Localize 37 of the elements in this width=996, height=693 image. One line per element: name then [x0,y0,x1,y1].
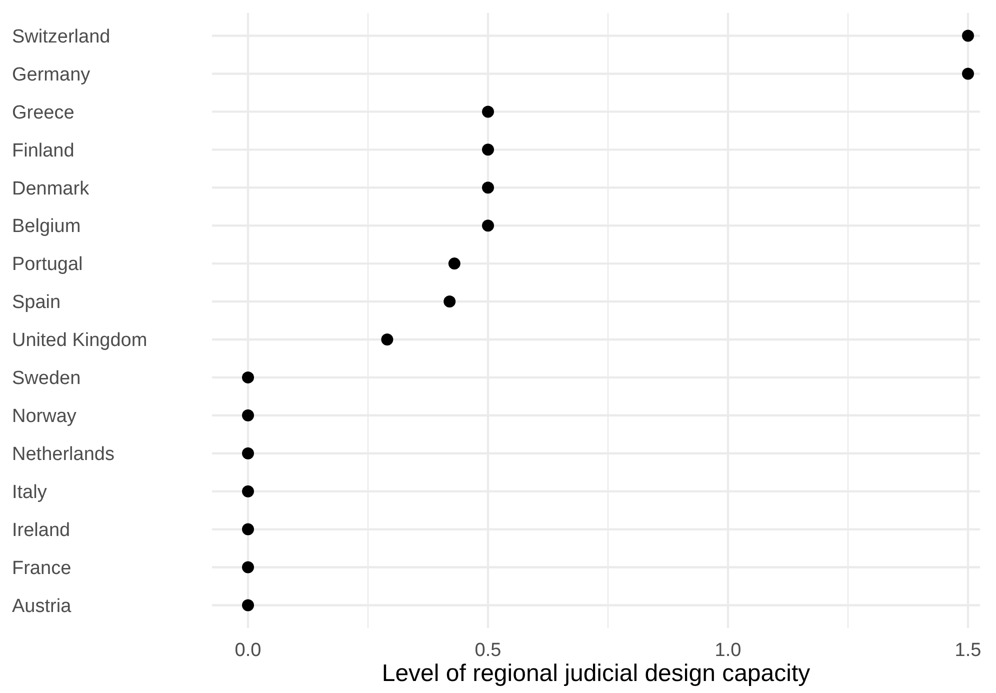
point [448,258,460,270]
y-tick-label: Sweden [12,368,81,390]
point [242,447,254,460]
point [242,409,254,422]
y-tick-label: Switzerland [12,26,110,48]
point [242,485,254,498]
y-tick-label: France [12,558,72,579]
y-tick-label: Netherlands [12,444,114,466]
point [242,599,254,612]
x-tick-label: 1.5 [954,640,982,661]
x-axis-title: Level of regional judicial design capacity [382,660,810,687]
point [242,561,254,574]
y-tick-label: Austria [12,596,72,617]
x-tick-label: 0.5 [474,640,502,661]
point [482,220,494,232]
point [962,68,974,80]
x-tick-label: 1.0 [714,640,742,661]
y-tick-label: United Kingdom [12,330,148,352]
point [482,144,494,156]
y-tick-label: Italy [12,482,48,503]
point [444,296,456,308]
point [962,30,974,42]
y-tick-label: Finland [12,140,74,162]
point [242,371,254,384]
y-tick-label: Spain [12,292,61,314]
point [381,333,394,346]
y-tick-label: Belgium [12,216,81,238]
y-tick-label: Ireland [12,520,70,541]
point [482,106,494,118]
y-tick-label: Greece [12,102,74,124]
point [242,523,254,536]
y-tick-label: Portugal [12,254,83,276]
x-tick-label: 0.0 [234,640,262,661]
y-tick-label: Germany [12,64,91,86]
y-tick-label: Norway [12,406,77,428]
y-tick-label: Denmark [12,178,90,200]
point [482,182,494,194]
